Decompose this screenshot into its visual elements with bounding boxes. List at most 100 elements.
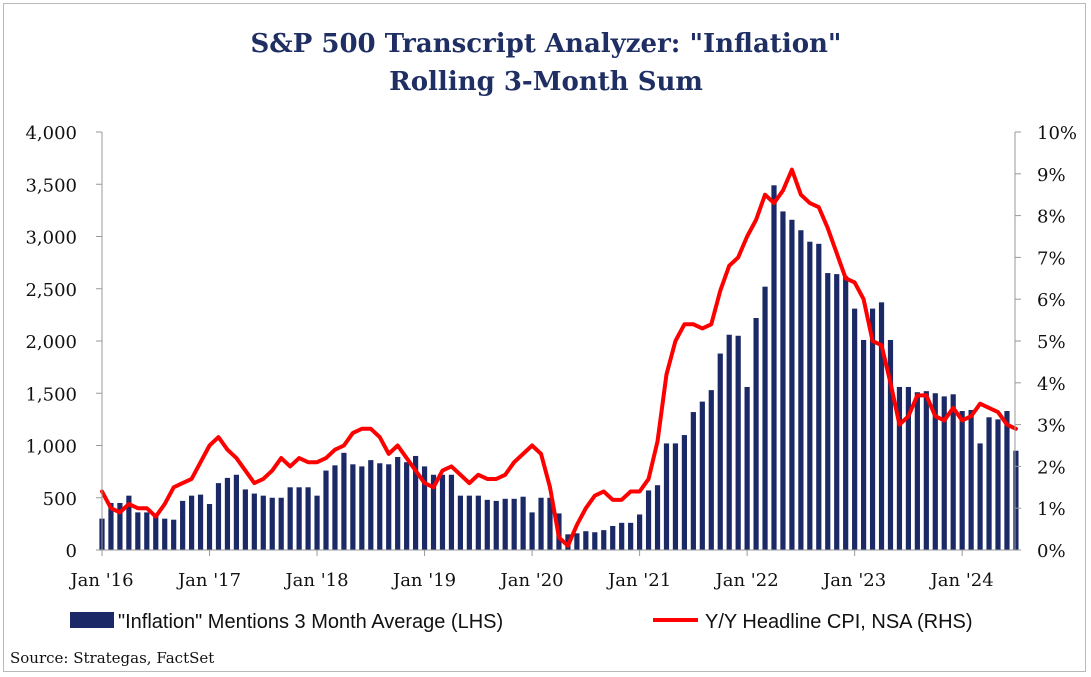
bar [628, 522, 634, 550]
legend: "Inflation" Mentions 3 Month Average (LH… [70, 611, 973, 633]
bar [287, 487, 293, 550]
x-tick-label: Jan '17 [176, 570, 241, 591]
bar [780, 211, 786, 551]
x-tick-label: Jan '23 [821, 570, 886, 591]
bar [995, 419, 1001, 551]
bar [708, 390, 714, 550]
bar [878, 302, 885, 550]
bar [637, 514, 643, 550]
bar [896, 386, 903, 550]
bar [251, 493, 257, 550]
bar [368, 460, 374, 550]
bar [699, 401, 705, 550]
bar [126, 495, 132, 550]
bar [843, 276, 849, 550]
bar [735, 335, 741, 550]
bar [905, 386, 911, 550]
bar [341, 452, 347, 550]
bar [520, 496, 526, 550]
left-tick-label: 2,500 [25, 280, 77, 301]
bar [305, 487, 311, 550]
bar [789, 219, 795, 550]
bar [162, 518, 168, 550]
bar [475, 495, 481, 550]
bar [413, 455, 419, 550]
bar [359, 466, 365, 550]
left-tick-label: 0 [66, 541, 77, 562]
right-tick-label: 9% [1037, 165, 1066, 186]
bar [977, 443, 983, 550]
x-tick-label: Jan '16 [68, 570, 133, 591]
left-tick-label: 1,500 [25, 384, 77, 405]
x-tick-label: Jan '18 [283, 570, 348, 591]
bar [466, 495, 472, 550]
bar [269, 497, 275, 550]
bar [852, 308, 858, 550]
bar [592, 532, 598, 550]
right-tick-label: 4% [1037, 374, 1066, 395]
bar [744, 386, 750, 550]
left-tick-label: 1,000 [25, 437, 77, 458]
bar [986, 417, 992, 550]
bar [538, 497, 544, 550]
x-tick-label: Jan '19 [391, 570, 456, 591]
bar [619, 522, 625, 550]
bar [869, 308, 876, 550]
bar-series [99, 185, 1019, 551]
bar [314, 495, 320, 550]
bar [529, 512, 535, 550]
bar [717, 353, 723, 550]
bar [448, 474, 455, 550]
plot-area [99, 132, 1019, 551]
bar [144, 512, 150, 550]
left-tick-label: 2,000 [25, 332, 77, 353]
bar [601, 530, 607, 550]
bar [690, 412, 696, 550]
right-tick-label: 8% [1037, 207, 1066, 228]
left-tick-label: 3,500 [25, 175, 77, 196]
bar [206, 504, 213, 550]
bar [923, 391, 929, 550]
bar [395, 457, 401, 550]
left-axis-ticks: 0 500 1,000 1,500 2,000 2,500 3,000 3,500 4,000 [25, 123, 102, 562]
bar [914, 392, 920, 550]
bar [574, 533, 580, 550]
x-tick-label: Jan '21 [606, 570, 671, 591]
bar [484, 499, 490, 550]
bar [654, 485, 661, 550]
left-tick-label: 3,000 [25, 228, 77, 249]
x-tick-label: Jan '22 [714, 570, 779, 591]
bar [1004, 411, 1010, 550]
right-tick-label: 5% [1037, 332, 1066, 353]
bar [404, 462, 410, 550]
bar [296, 487, 302, 550]
x-axis-ticks: Jan '16 Jan '17 Jan '18 Jan '19 Jan '20 Jan '… [68, 550, 994, 591]
x-tick-label: Jan '20 [499, 570, 564, 591]
bar [645, 490, 652, 550]
source-note: Source: Strategas, FactSet [10, 649, 214, 667]
bar [968, 409, 974, 550]
bar [153, 515, 159, 550]
bar [233, 474, 239, 550]
bar [493, 500, 499, 550]
bar [439, 474, 446, 550]
right-tick-label: 1% [1037, 499, 1066, 520]
bar [861, 339, 867, 550]
bar [377, 463, 383, 550]
bar [511, 498, 517, 550]
bar [215, 483, 222, 550]
bar [959, 411, 965, 550]
bar [323, 470, 329, 550]
bar [502, 498, 508, 550]
bar [197, 494, 204, 550]
right-tick-label: 6% [1037, 290, 1066, 311]
chart-title-line1: S&P 500 Transcript Analyzer: "Inflation" [251, 29, 842, 59]
right-axis-ticks: 0% 1% 2% 3% 4% 5% 6% 7% 8% 9% 10% [1015, 123, 1077, 562]
cpi-line [100, 167, 1018, 548]
bar [1013, 450, 1019, 550]
legend-bar-swatch [70, 612, 114, 628]
bar [663, 443, 670, 550]
bar [672, 443, 679, 550]
bar [610, 525, 616, 550]
